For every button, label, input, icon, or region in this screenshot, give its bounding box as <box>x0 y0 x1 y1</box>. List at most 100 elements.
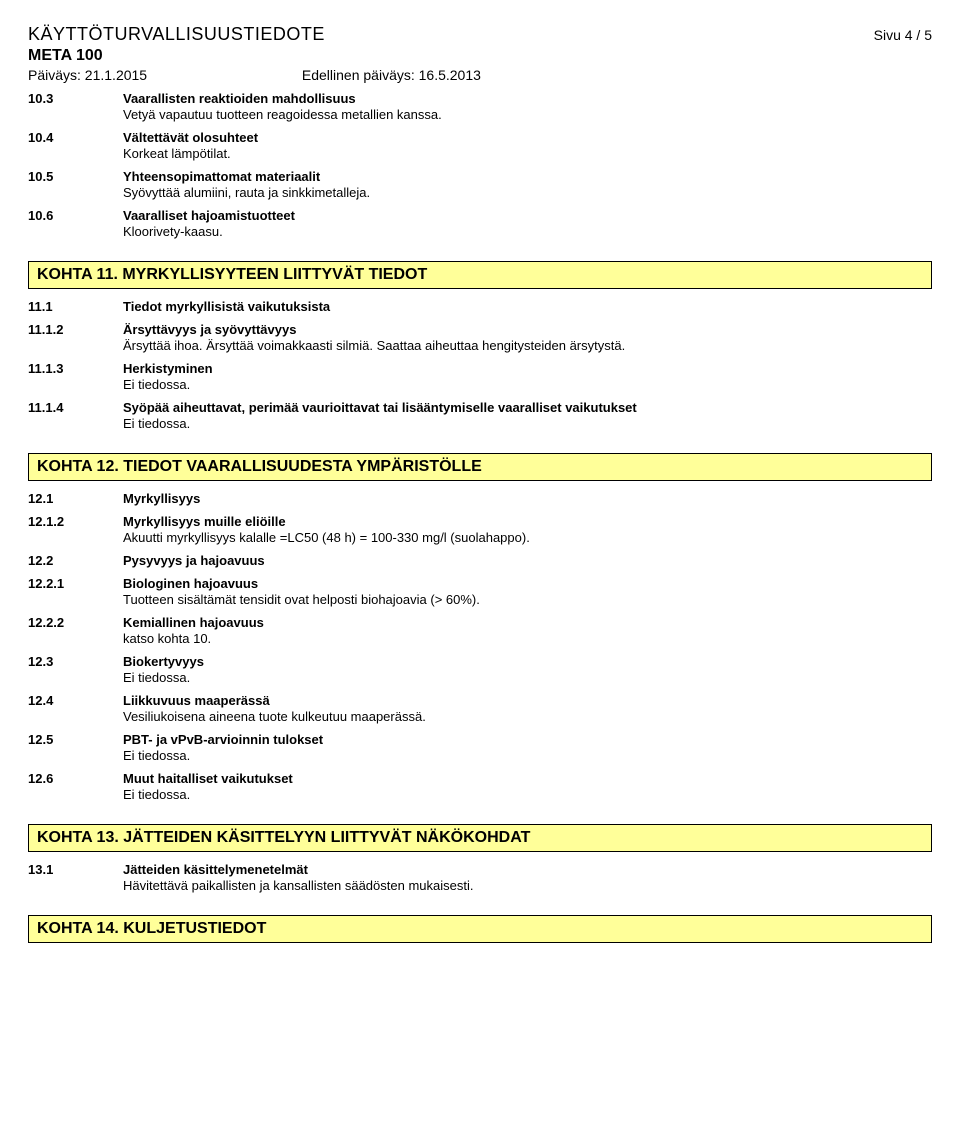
item-heading: Yhteensopimattomat materiaalit <box>123 169 932 184</box>
date-row: Päiväys: 21.1.2015 Edellinen päiväys: 16… <box>28 67 932 83</box>
item-number: 10.5 <box>28 169 123 200</box>
item-text: Vesiliukoisena aineena tuote kulkeutuu m… <box>123 709 932 724</box>
item-body: Syöpää aiheuttavat, perimää vaurioittava… <box>123 400 932 431</box>
item-heading: Vaaralliset hajoamistuotteet <box>123 208 932 223</box>
item-heading: Herkistyminen <box>123 361 932 376</box>
item-heading: Muut haitalliset vaikutukset <box>123 771 932 786</box>
date-current: Päiväys: 21.1.2015 <box>28 67 298 83</box>
date-previous: Edellinen päiväys: 16.5.2013 <box>302 67 481 83</box>
item-row: 11.1.2 Ärsyttävyys ja syövyttävyys Ärsyt… <box>28 322 932 353</box>
item-row: 12.2.2 Kemiallinen hajoavuus katso kohta… <box>28 615 932 646</box>
item-row: 10.6 Vaaralliset hajoamistuotteet Kloori… <box>28 208 932 239</box>
item-heading: Vältettävät olosuhteet <box>123 130 932 145</box>
product-name: META 100 <box>28 47 932 65</box>
section-13-items: 13.1 Jätteiden käsittelymenetelmät Hävit… <box>28 862 932 893</box>
item-row: 12.2.1 Biologinen hajoavuus Tuotteen sis… <box>28 576 932 607</box>
item-heading: Vaarallisten reaktioiden mahdollisuus <box>123 91 932 106</box>
item-row: 12.6 Muut haitalliset vaikutukset Ei tie… <box>28 771 932 802</box>
item-body: Vaaralliset hajoamistuotteet Kloorivety-… <box>123 208 932 239</box>
item-number: 12.3 <box>28 654 123 685</box>
item-body: Biokertyvyys Ei tiedossa. <box>123 654 932 685</box>
item-body: Jätteiden käsittelymenetelmät Hävitettäv… <box>123 862 932 893</box>
item-number: 10.6 <box>28 208 123 239</box>
item-number: 12.5 <box>28 732 123 763</box>
item-body: Herkistyminen Ei tiedossa. <box>123 361 932 392</box>
item-number: 12.1.2 <box>28 514 123 545</box>
item-heading: Myrkyllisyys muille eliöille <box>123 514 932 529</box>
item-heading: Ärsyttävyys ja syövyttävyys <box>123 322 932 337</box>
item-body: Muut haitalliset vaikutukset Ei tiedossa… <box>123 771 932 802</box>
page-number: Sivu 4 / 5 <box>874 27 932 43</box>
item-heading: Myrkyllisyys <box>123 491 932 506</box>
item-number: 11.1 <box>28 299 123 314</box>
item-number: 11.1.2 <box>28 322 123 353</box>
doc-title: KÄYTTÖTURVALLISUUSTIEDOTE <box>28 24 325 45</box>
item-body: Vaarallisten reaktioiden mahdollisuus Ve… <box>123 91 932 122</box>
item-row: 10.4 Vältettävät olosuhteet Korkeat lämp… <box>28 130 932 161</box>
item-row: 11.1.4 Syöpää aiheuttavat, perimää vauri… <box>28 400 932 431</box>
item-text: Tuotteen sisältämät tensidit ovat helpos… <box>123 592 932 607</box>
item-body: Tiedot myrkyllisistä vaikutuksista <box>123 299 932 314</box>
item-number: 11.1.3 <box>28 361 123 392</box>
item-number: 12.4 <box>28 693 123 724</box>
item-text: Kloorivety-kaasu. <box>123 224 932 239</box>
item-body: Biologinen hajoavuus Tuotteen sisältämät… <box>123 576 932 607</box>
item-number: 12.2 <box>28 553 123 568</box>
item-body: Kemiallinen hajoavuus katso kohta 10. <box>123 615 932 646</box>
item-text: Ei tiedossa. <box>123 377 932 392</box>
section-11-items: 11.1 Tiedot myrkyllisistä vaikutuksista … <box>28 299 932 431</box>
item-heading: Kemiallinen hajoavuus <box>123 615 932 630</box>
item-row: 11.1.3 Herkistyminen Ei tiedossa. <box>28 361 932 392</box>
item-body: Pysyvyys ja hajoavuus <box>123 553 932 568</box>
item-number: 12.2.2 <box>28 615 123 646</box>
section-12-title: KOHTA 12. TIEDOT VAARALLISUUDESTA YMPÄRI… <box>28 453 932 481</box>
item-heading: Pysyvyys ja hajoavuus <box>123 553 932 568</box>
item-number: 10.4 <box>28 130 123 161</box>
item-row: 11.1 Tiedot myrkyllisistä vaikutuksista <box>28 299 932 314</box>
item-number: 13.1 <box>28 862 123 893</box>
item-text: Ärsyttää ihoa. Ärsyttää voimakkaasti sil… <box>123 338 932 353</box>
item-heading: Jätteiden käsittelymenetelmät <box>123 862 932 877</box>
item-number: 12.6 <box>28 771 123 802</box>
item-heading: Syöpää aiheuttavat, perimää vaurioittava… <box>123 400 932 415</box>
item-heading: Biokertyvyys <box>123 654 932 669</box>
item-text: Ei tiedossa. <box>123 748 932 763</box>
section-14-title: KOHTA 14. KULJETUSTIEDOT <box>28 915 932 943</box>
item-body: Yhteensopimattomat materiaalit Syövyttää… <box>123 169 932 200</box>
item-text: Ei tiedossa. <box>123 416 932 431</box>
item-text: Akuutti myrkyllisyys kalalle =LC50 (48 h… <box>123 530 932 545</box>
section-11-title: KOHTA 11. MYRKYLLISYYTEEN LIITTYVÄT TIED… <box>28 261 932 289</box>
item-body: Myrkyllisyys <box>123 491 932 506</box>
item-text: Syövyttää alumiini, rauta ja sinkkimetal… <box>123 185 932 200</box>
item-row: 12.5 PBT- ja vPvB-arvioinnin tulokset Ei… <box>28 732 932 763</box>
item-body: Liikkuvuus maaperässä Vesiliukoisena ain… <box>123 693 932 724</box>
item-text: Korkeat lämpötilat. <box>123 146 932 161</box>
item-heading: PBT- ja vPvB-arvioinnin tulokset <box>123 732 932 747</box>
item-row: 12.1 Myrkyllisyys <box>28 491 932 506</box>
item-body: Vältettävät olosuhteet Korkeat lämpötila… <box>123 130 932 161</box>
item-text: Hävitettävä paikallisten ja kansallisten… <box>123 878 932 893</box>
item-row: 12.4 Liikkuvuus maaperässä Vesiliukoisen… <box>28 693 932 724</box>
item-text: Ei tiedossa. <box>123 670 932 685</box>
item-row: 12.1.2 Myrkyllisyys muille eliöille Akuu… <box>28 514 932 545</box>
item-row: 10.3 Vaarallisten reaktioiden mahdollisu… <box>28 91 932 122</box>
section-12-items: 12.1 Myrkyllisyys 12.1.2 Myrkyllisyys mu… <box>28 491 932 802</box>
item-text: katso kohta 10. <box>123 631 932 646</box>
item-number: 10.3 <box>28 91 123 122</box>
item-body: Ärsyttävyys ja syövyttävyys Ärsyttää iho… <box>123 322 932 353</box>
item-heading: Tiedot myrkyllisistä vaikutuksista <box>123 299 932 314</box>
section-13-title: KOHTA 13. JÄTTEIDEN KÄSITTELYYN LIITTYVÄ… <box>28 824 932 852</box>
item-number: 12.2.1 <box>28 576 123 607</box>
item-body: Myrkyllisyys muille eliöille Akuutti myr… <box>123 514 932 545</box>
item-number: 11.1.4 <box>28 400 123 431</box>
item-row: 12.3 Biokertyvyys Ei tiedossa. <box>28 654 932 685</box>
item-heading: Liikkuvuus maaperässä <box>123 693 932 708</box>
header-row: KÄYTTÖTURVALLISUUSTIEDOTE Sivu 4 / 5 <box>28 24 932 45</box>
section-10-items: 10.3 Vaarallisten reaktioiden mahdollisu… <box>28 91 932 239</box>
item-text: Vetyä vapautuu tuotteen reagoidessa meta… <box>123 107 932 122</box>
item-heading: Biologinen hajoavuus <box>123 576 932 591</box>
item-text: Ei tiedossa. <box>123 787 932 802</box>
item-body: PBT- ja vPvB-arvioinnin tulokset Ei tied… <box>123 732 932 763</box>
item-row: 12.2 Pysyvyys ja hajoavuus <box>28 553 932 568</box>
item-row: 10.5 Yhteensopimattomat materiaalit Syöv… <box>28 169 932 200</box>
